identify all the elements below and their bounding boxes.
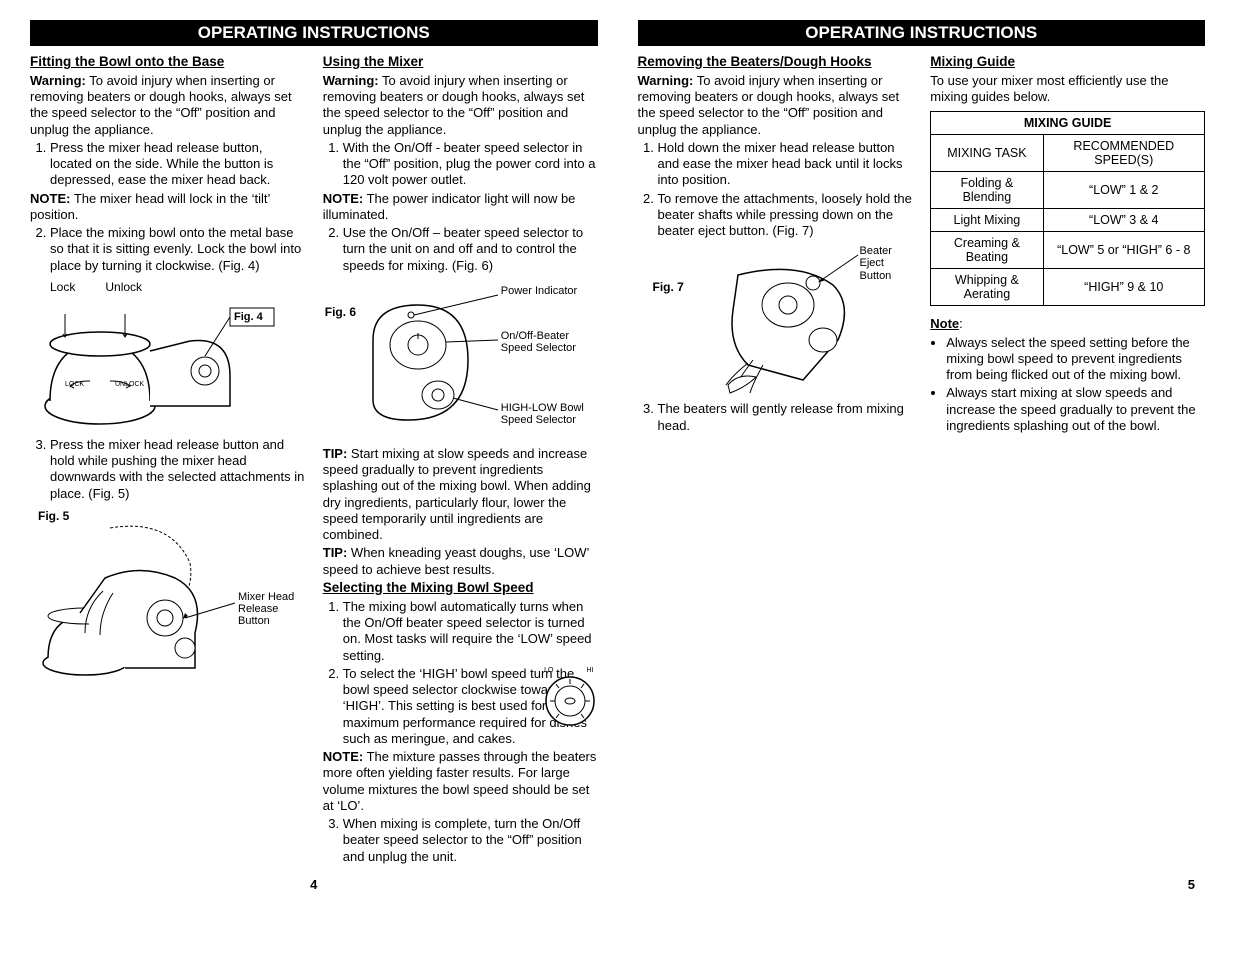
right-col2: Mixing Guide To use your mixer most effi…	[930, 54, 1205, 867]
fitting-title: Fitting the Bowl onto the Base	[30, 54, 305, 71]
fitting-list-2: Place the mixing bowl onto the metal bas…	[30, 225, 305, 274]
using-list-1: With the On/Off - beater speed selector …	[323, 140, 598, 189]
removing-list-3: The beaters will gently release from mix…	[638, 401, 913, 434]
removing-step-2: To remove the attachments, loosely hold …	[658, 191, 913, 240]
using-step-1: With the On/Off - beater speed selector …	[343, 140, 598, 189]
selecting-title: Selecting the Mixing Bowl Speed	[323, 580, 598, 597]
figure-7: Fig. 7 Beater Eject Button	[638, 245, 913, 395]
selecting-step-3: When mixing is complete, turn the On/Off…	[343, 816, 598, 865]
mixing-guide-table: MIXING GUIDE MIXING TASK RECOMMENDED SPE…	[930, 111, 1205, 306]
fitting-step-2: Place the mixing bowl onto the metal bas…	[50, 225, 305, 274]
note-1: Always select the speed setting before t…	[946, 335, 1205, 384]
figure-5: Fig. 5	[30, 508, 305, 693]
removing-list: Hold down the mixer head release button …	[638, 140, 913, 240]
dial-lo: LO	[544, 667, 553, 674]
fitting-warning: Warning: To avoid injury when inserting …	[30, 73, 305, 138]
using-title: Using the Mixer	[323, 54, 598, 71]
fig4-lock-label: Lock	[50, 280, 75, 294]
page-num-left: 4	[30, 877, 598, 892]
page-right: OPERATING INSTRUCTIONS Removing the Beat…	[638, 20, 1206, 892]
removing-warning: Warning: To avoid injury when inserting …	[638, 73, 913, 138]
th-speed: RECOMMENDED SPEED(S)	[1043, 135, 1204, 172]
note-2: Always start mixing at slow speeds and i…	[946, 385, 1205, 434]
notes-heading: Note:	[930, 316, 1205, 332]
fig6-callout-2: On/Off-Beater Speed Selector	[501, 330, 591, 354]
fitting-list-3: Press the mixer head release button and …	[30, 437, 305, 502]
th-task: MIXING TASK	[931, 135, 1043, 172]
banner-right: OPERATING INSTRUCTIONS	[638, 20, 1206, 46]
fig6-callout-1: Power Indicator	[501, 285, 581, 297]
table-row: Light Mixing“LOW” 3 & 4	[931, 209, 1205, 232]
table-row: Folding & Blending“LOW” 1 & 2	[931, 172, 1205, 209]
table-row: Whipping & Aerating“HIGH” 9 & 10	[931, 269, 1205, 306]
notes-list: Always select the speed setting before t…	[930, 335, 1205, 435]
mixing-guide-title: Mixing Guide	[930, 54, 1205, 71]
banner-left: OPERATING INSTRUCTIONS	[30, 20, 598, 46]
fig4-label: Fig. 4	[234, 311, 263, 323]
two-page-spread: OPERATING INSTRUCTIONS Fitting the Bowl …	[30, 20, 1205, 892]
left-col1: Fitting the Bowl onto the Base Warning: …	[30, 54, 305, 867]
fig4-lock-small: LOCK	[65, 381, 84, 388]
tip-1: TIP: Start mixing at slow speeds and inc…	[323, 446, 598, 544]
fitting-step-3: Press the mixer head release button and …	[50, 437, 305, 502]
using-warning: Warning: To avoid injury when inserting …	[323, 73, 598, 138]
dial-hi: HI	[587, 667, 594, 674]
selecting-list-3: When mixing is complete, turn the On/Off…	[323, 816, 598, 865]
mixing-guide-intro: To use your mixer most efficiently use t…	[930, 73, 1205, 106]
bowl-speed-dial	[542, 671, 598, 727]
fig5-label: Fig. 5	[38, 509, 69, 523]
right-col1: Removing the Beaters/Dough Hooks Warning…	[638, 54, 913, 867]
fitting-note: NOTE: The mixer head will lock in the ‘t…	[30, 191, 305, 224]
fig7-callout: Beater Eject Button	[860, 245, 910, 281]
figure-6: Fig. 6 Power	[323, 280, 598, 440]
fitting-list-1: Press the mixer head release button, loc…	[30, 140, 305, 189]
left-col2: Using the Mixer Warning: To avoid injury…	[323, 54, 598, 867]
fig5-callout: Mixer Head Release Button	[238, 591, 308, 627]
removing-step-3: The beaters will gently release from mix…	[658, 401, 913, 434]
page-left: OPERATING INSTRUCTIONS Fitting the Bowl …	[30, 20, 598, 892]
selecting-note: NOTE: The mixture passes through the bea…	[323, 749, 598, 814]
fitting-step-1: Press the mixer head release button, loc…	[50, 140, 305, 189]
removing-title: Removing the Beaters/Dough Hooks	[638, 54, 913, 71]
fig4-unlock-small: UNLOCK	[115, 381, 144, 388]
removing-step-1: Hold down the mixer head release button …	[658, 140, 913, 189]
page-num-right: 5	[638, 877, 1206, 892]
table-title: MIXING GUIDE	[931, 112, 1205, 135]
using-note: NOTE: The power indicator light will now…	[323, 191, 598, 224]
selecting-step-1: The mixing bowl automatically turns when…	[343, 599, 598, 664]
using-step-2: Use the On/Off – beater speed selector t…	[343, 225, 598, 274]
fig6-callout-3: HIGH-LOW Bowl Speed Selector	[501, 402, 591, 426]
fig4-unlock-label: Unlock	[105, 280, 142, 294]
using-list-2: Use the On/Off – beater speed selector t…	[323, 225, 598, 274]
figure-4: Lock Unlock	[30, 280, 305, 431]
table-row: Creaming & Beating“LOW” 5 or “HIGH” 6 - …	[931, 232, 1205, 269]
tip-2: TIP: When kneading yeast doughs, use ‘LO…	[323, 545, 598, 578]
